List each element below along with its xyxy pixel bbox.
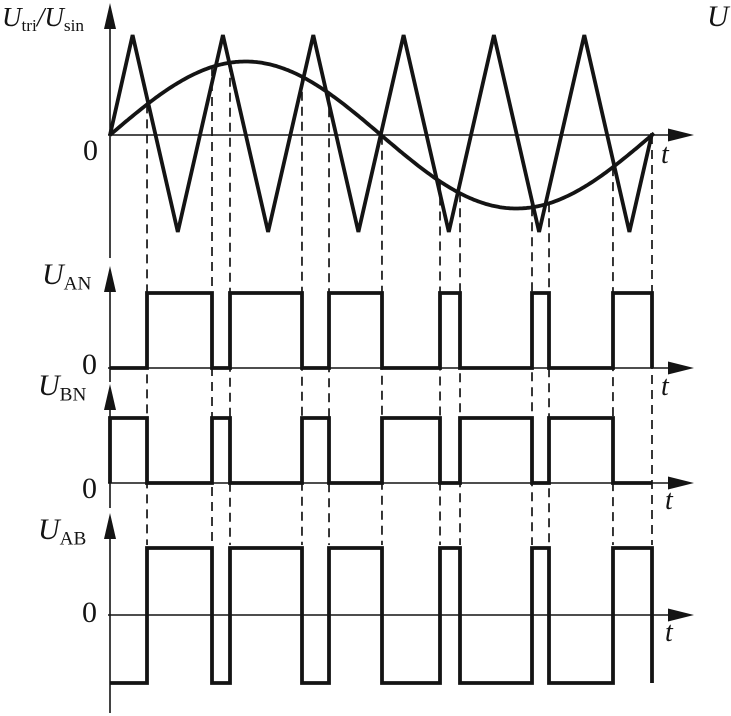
- bn-subscript: BN: [59, 384, 87, 406]
- panel1-x-axis-arrowhead: [668, 128, 694, 142]
- uan-waveform: [110, 291, 654, 370]
- u-symbol: U: [38, 369, 60, 402]
- panel2-origin-label: 0: [82, 348, 97, 381]
- panel4-y-axis-label: UAB: [38, 515, 86, 549]
- panel1-origin-label: 0: [83, 134, 98, 167]
- tri-subscript: tri: [21, 15, 37, 35]
- panel4-x-axis-arrowhead: [668, 608, 694, 622]
- corner-clipped-label: U: [707, 0, 729, 33]
- panel1-y-axis-label: Utri/Usin: [2, 4, 84, 34]
- panel2-x-axis-arrowhead: [668, 361, 694, 375]
- panel3-y-axis-arrowhead: [104, 384, 116, 410]
- uab-waveform: [110, 546, 654, 685]
- ab-subscript: AB: [59, 528, 87, 550]
- panel3-y-axis-label: UBN: [38, 371, 86, 405]
- slash-separator: /: [36, 2, 45, 32]
- panel4-time-axis-label: t: [665, 617, 673, 648]
- u-symbol: U: [44, 2, 64, 32]
- u-symbol: U: [38, 513, 60, 546]
- u-symbol: U: [42, 258, 64, 291]
- u-symbol: U: [2, 2, 22, 32]
- panel2-time-axis-label: t: [661, 371, 669, 402]
- panel2-y-axis-arrowhead: [104, 266, 116, 292]
- panel3-time-axis-label: t: [665, 485, 673, 516]
- panel3-x-axis-arrowhead: [668, 476, 694, 490]
- panel1-y-axis-arrowhead: [104, 3, 116, 29]
- reference-sine-wave: [108, 59, 656, 211]
- an-subscript: AN: [63, 273, 92, 295]
- panel1-time-axis-label: t: [661, 139, 669, 170]
- panel4-y-axis-arrowhead: [104, 513, 116, 539]
- panel2-y-axis-label: UAN: [42, 260, 91, 294]
- panel4-origin-label: 0: [82, 596, 97, 629]
- sin-subscript: sin: [63, 15, 85, 35]
- panel3-origin-label: 0: [82, 472, 97, 505]
- ubn-waveform: [108, 416, 652, 485]
